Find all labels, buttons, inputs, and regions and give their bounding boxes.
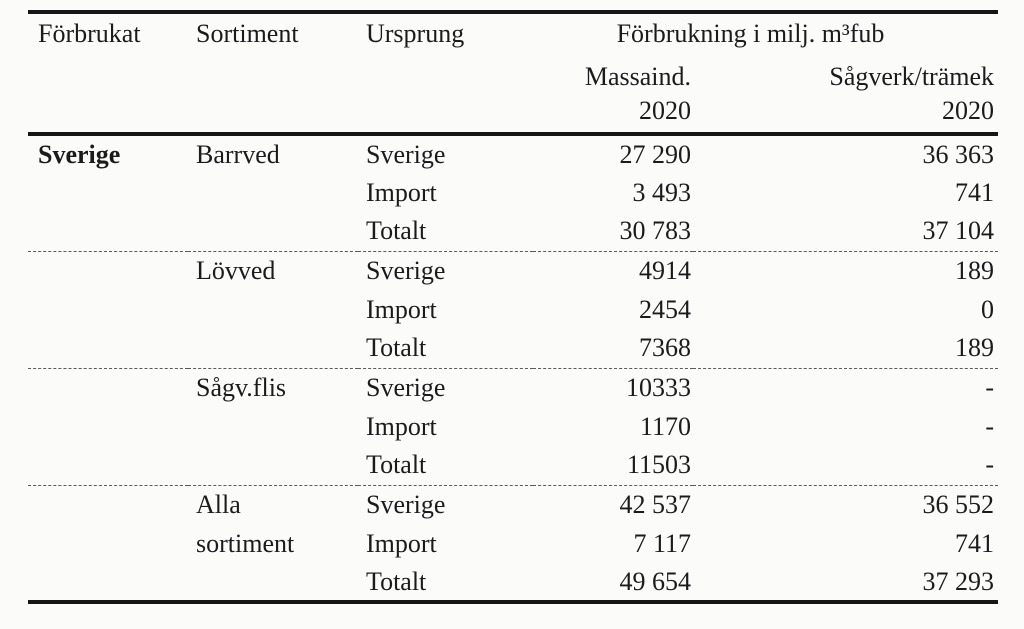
group-lovved: Lövved Sverige 4914 189 Import 2454 0 To… <box>28 251 998 368</box>
cell-ursprung: Totalt <box>366 566 427 596</box>
header-forbrukat: Förbrukat <box>38 19 141 48</box>
cell-value-massaind: 42 537 <box>619 489 692 519</box>
cell-value-sagverk: 36 363 <box>922 139 995 169</box>
cell-sortiment: Alla <box>196 489 241 519</box>
table-row: Import 3 493 741 <box>28 173 998 212</box>
table-row: Alla Sverige 42 537 36 552 <box>28 485 998 524</box>
cell-value-massaind: 3 493 <box>632 177 692 207</box>
table-row: Sverige Barrved Sverige 27 290 36 363 <box>28 134 998 173</box>
cell-ursprung: Import <box>366 411 437 441</box>
table-row: Lövved Sverige 4914 189 <box>28 251 998 290</box>
cell-sortiment: Sågv.flis <box>196 372 287 402</box>
cell-ursprung: Totalt <box>366 333 427 363</box>
header-row-1: Förbrukat Sortiment Ursprung Förbrukning… <box>28 12 998 54</box>
cell-value-massaind: 7368 <box>639 333 691 363</box>
table-header: Förbrukat Sortiment Ursprung Förbrukning… <box>28 12 998 134</box>
cell-sortiment: Lövved <box>196 255 276 285</box>
cell-value-massaind: 10333 <box>626 372 691 402</box>
cell-ursprung: Import <box>366 294 437 324</box>
group-sagvflis: Sågv.flis Sverige 10333 - Import 1170 - … <box>28 368 998 485</box>
cell-value-sagverk: 37 293 <box>922 566 995 596</box>
group-alla-sortiment: Alla Sverige 42 537 36 552 sortiment Imp… <box>28 485 998 602</box>
cell-value-sagverk: - <box>985 372 994 402</box>
cell-ursprung: Import <box>366 177 437 207</box>
table-row: Sågv.flis Sverige 10333 - <box>28 368 998 407</box>
cell-value-massaind: 11503 <box>626 450 691 480</box>
table-row: Totalt 7368 189 <box>28 329 998 368</box>
header-massaind: Massaind. <box>584 62 691 91</box>
header-year-sagverk: 2020 <box>942 96 994 125</box>
cell-forbrukat <box>28 251 188 290</box>
cell-ursprung: Sverige <box>366 372 446 402</box>
cell-ursprung: Import <box>366 528 437 558</box>
consumption-table-wrap: Förbrukat Sortiment Ursprung Förbrukning… <box>28 10 998 604</box>
cell-ursprung: Sverige <box>366 489 446 519</box>
cell-sortiment <box>188 173 358 212</box>
cell-value-massaind: 7 117 <box>633 528 691 558</box>
cell-value-massaind: 1170 <box>639 411 691 441</box>
cell-forbrukat <box>28 368 188 407</box>
cell-value-sagverk: 36 552 <box>922 489 995 519</box>
cell-forbrukat <box>28 485 188 524</box>
table-row: Totalt 30 783 37 104 <box>28 212 998 251</box>
consumption-table: Förbrukat Sortiment Ursprung Förbrukning… <box>28 10 998 604</box>
cell-forbrukat: Sverige <box>38 139 121 169</box>
cell-sortiment: sortiment <box>196 528 295 558</box>
header-sagverk: Sågverk/trämek <box>829 62 994 91</box>
cell-value-sagverk: - <box>985 450 994 480</box>
header-consumption-span: Förbrukning i milj. m³fub <box>616 19 885 48</box>
cell-sortiment: Barrved <box>196 139 280 169</box>
cell-value-massaind: 4914 <box>639 255 691 285</box>
cell-ursprung: Sverige <box>366 255 446 285</box>
cell-value-sagverk: 37 104 <box>922 216 995 246</box>
cell-value-massaind: 49 654 <box>619 566 692 596</box>
cell-sortiment <box>188 407 358 446</box>
cell-value-sagverk: 0 <box>981 294 994 324</box>
cell-value-massaind: 2454 <box>639 294 691 324</box>
table-row: Totalt 49 654 37 293 <box>28 563 998 602</box>
cell-ursprung: Totalt <box>366 450 427 480</box>
header-ursprung: Ursprung <box>366 19 465 48</box>
header-row-2: Massaind. Sågverk/trämek <box>28 54 998 94</box>
cell-ursprung: Sverige <box>366 139 446 169</box>
cell-sortiment <box>188 290 358 329</box>
header-sortiment: Sortiment <box>196 19 299 48</box>
header-year-massaind: 2020 <box>639 96 691 125</box>
table-row: Import 1170 - <box>28 407 998 446</box>
table-row: Import 2454 0 <box>28 290 998 329</box>
header-row-3: 2020 2020 <box>28 94 998 134</box>
cell-ursprung: Totalt <box>366 216 427 246</box>
cell-value-sagverk: 741 <box>955 528 994 558</box>
cell-value-sagverk: 741 <box>955 177 994 207</box>
table-row: sortiment Import 7 117 741 <box>28 524 998 563</box>
group-barrved: Sverige Barrved Sverige 27 290 36 363 Im… <box>28 134 998 251</box>
cell-value-massaind: 30 783 <box>619 216 692 246</box>
cell-value-sagverk: 189 <box>955 333 994 363</box>
cell-value-sagverk: - <box>985 411 994 441</box>
cell-value-sagverk: 189 <box>955 255 994 285</box>
cell-value-massaind: 27 290 <box>619 139 692 169</box>
table-row: Totalt 11503 - <box>28 446 998 485</box>
